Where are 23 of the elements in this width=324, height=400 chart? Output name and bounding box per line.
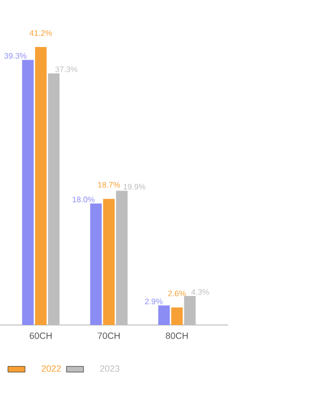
bar bbox=[90, 204, 102, 325]
data-label: 2.9% bbox=[144, 298, 163, 304]
bar bbox=[116, 190, 128, 325]
bar bbox=[184, 296, 196, 325]
bar bbox=[158, 305, 170, 325]
data-label: 18.7% bbox=[98, 182, 120, 188]
bar bbox=[103, 198, 115, 325]
bar bbox=[171, 307, 183, 325]
bar bbox=[22, 60, 34, 325]
legend-label: 2023 bbox=[100, 365, 120, 372]
data-label: 4.3% bbox=[191, 289, 210, 295]
data-label: 19.9% bbox=[124, 184, 146, 190]
data-label: 37.3% bbox=[55, 66, 78, 72]
x-tick-label: 60CH bbox=[30, 332, 52, 339]
data-label: 39.3% bbox=[4, 52, 26, 59]
bar bbox=[35, 47, 47, 325]
bar bbox=[48, 73, 60, 325]
x-tick-label: 80CH bbox=[166, 332, 188, 339]
data-label: 2.6% bbox=[168, 290, 186, 296]
x-tick-label: 70CH bbox=[98, 332, 120, 339]
data-label: 18.0% bbox=[72, 196, 94, 202]
data-label: 41.2% bbox=[30, 30, 52, 36]
legend-label: 2022 bbox=[42, 365, 61, 372]
